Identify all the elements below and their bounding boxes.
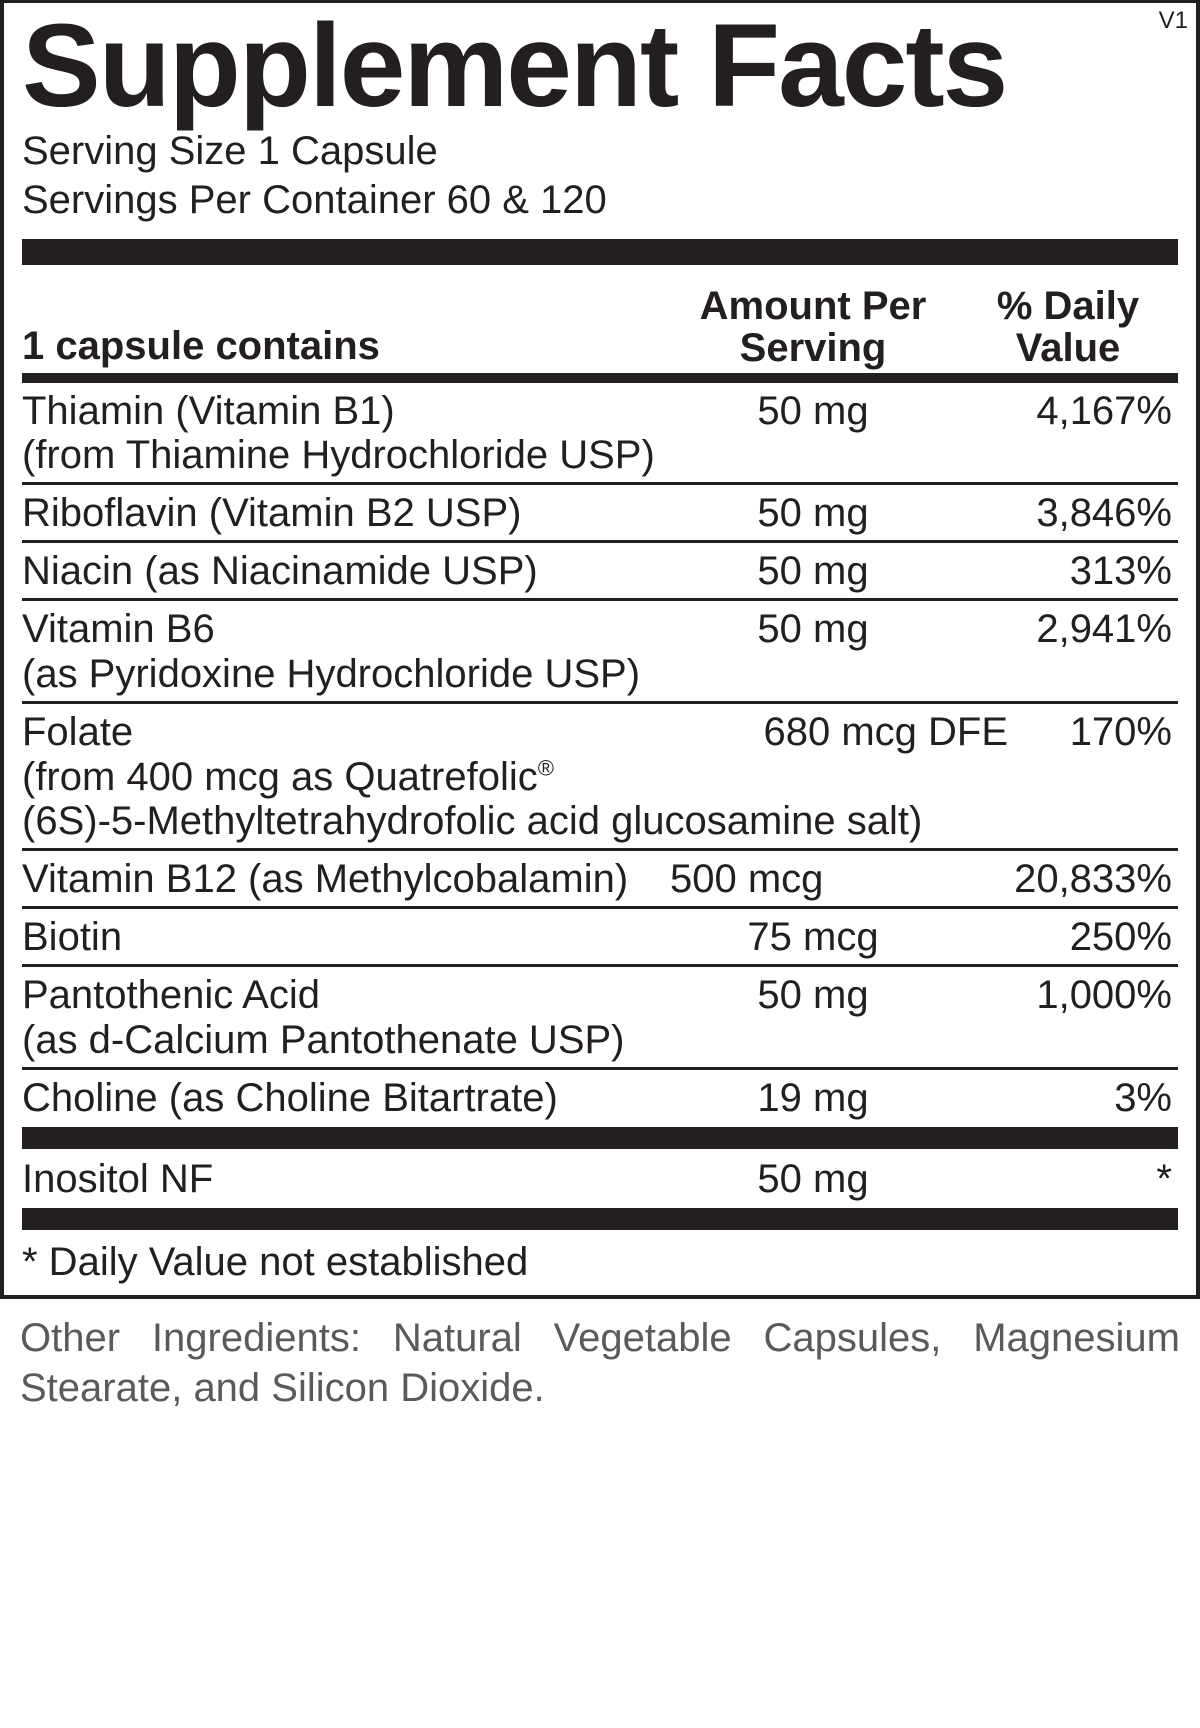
nutrient-dv: 2,941%: [958, 607, 1178, 652]
other-ingredients: Other Ingredients: Natural Vegetable Cap…: [0, 1299, 1200, 1473]
nutrient-amount: 50 mg: [668, 607, 958, 652]
serving-size: Serving Size 1 Capsule: [22, 129, 438, 173]
header-daily-value: % Daily Value: [958, 285, 1178, 369]
nutrient-amount: 680 mcg DFE: [668, 710, 1018, 755]
header-left: 1 capsule contains: [22, 324, 668, 369]
nutrient-rows: Inositol NF50 mg*: [22, 1151, 1178, 1206]
nutrient-dv: 1,000%: [958, 973, 1178, 1018]
column-headers: 1 capsule contains Amount Per Serving % …: [22, 267, 1178, 383]
divider-bar: [22, 239, 1178, 265]
nutrient-amount: 50 mg: [668, 1157, 958, 1202]
table-row: Choline (as Choline Bitartrate)19 mg3%: [22, 1070, 1178, 1125]
divider-bar: [22, 1208, 1178, 1230]
serving-info: Serving Size 1 Capsule Servings Per Cont…: [22, 127, 1178, 235]
nutrient-dv: 4,167%: [958, 389, 1178, 434]
nutrient-name: Inositol NF: [22, 1157, 668, 1202]
supplement-facts-panel: V1 Supplement Facts Serving Size 1 Capsu…: [0, 0, 1200, 1299]
nutrient-name: Folate 680 mcg DFE 170% (from 400 mcg as…: [22, 710, 1178, 844]
divider-bar: [22, 1127, 1178, 1149]
table-row: Niacin (as Niacinamide USP)50 mg313%: [22, 543, 1178, 601]
table-row: Thiamin (Vitamin B1)(from Thiamine Hydro…: [22, 383, 1178, 486]
nutrient-rows: Vitamin B12 (as Methylcobalamin)500 mcg2…: [22, 851, 1178, 1125]
nutrient-rows: Thiamin (Vitamin B1)(from Thiamine Hydro…: [22, 383, 1178, 704]
nutrient-name: Thiamin (Vitamin B1)(from Thiamine Hydro…: [22, 389, 668, 479]
registered-icon: ®: [538, 755, 554, 780]
header-amount: Amount Per Serving: [668, 285, 958, 369]
nutrient-amount: 50 mg: [668, 389, 958, 434]
nutrient-dv: 250%: [958, 915, 1178, 960]
nutrient-name: Pantothenic Acid(as d-Calcium Pantothena…: [22, 973, 668, 1063]
nutrient-name: Vitamin B6(as Pyridoxine Hydrochloride U…: [22, 607, 668, 697]
nutrient-dv: 313%: [958, 549, 1178, 594]
nutrient-dv: 170%: [1018, 710, 1178, 755]
table-row: Folate 680 mcg DFE 170% (from 400 mcg as…: [22, 704, 1178, 851]
table-row: Inositol NF50 mg*: [22, 1151, 1178, 1206]
table-row: Pantothenic Acid(as d-Calcium Pantothena…: [22, 967, 1178, 1070]
nutrient-amount: 75 mcg: [668, 915, 958, 960]
nutrient-dv: 3%: [958, 1076, 1178, 1121]
footnote: * Daily Value not established: [22, 1232, 1178, 1295]
nutrient-name: Niacin (as Niacinamide USP): [22, 549, 668, 594]
table-row: Riboflavin (Vitamin B2 USP)50 mg3,846%: [22, 485, 1178, 543]
nutrient-dv: 20,833%: [958, 857, 1178, 902]
nutrient-amount: 500 mcg: [668, 857, 958, 902]
table-row: Biotin75 mcg250%: [22, 909, 1178, 967]
table-row: Vitamin B12 (as Methylcobalamin)500 mcg2…: [22, 851, 1178, 909]
servings-per-container: Servings Per Container 60 & 120: [22, 178, 607, 222]
nutrient-amount: 50 mg: [668, 549, 958, 594]
nutrient-dv: *: [958, 1157, 1178, 1202]
nutrient-dv: 3,846%: [958, 491, 1178, 536]
nutrient-name: Biotin: [22, 915, 668, 960]
nutrient-name: Vitamin B12 (as Methylcobalamin): [22, 857, 668, 902]
nutrient-amount: 50 mg: [668, 491, 958, 536]
nutrient-amount: 50 mg: [668, 973, 958, 1018]
nutrient-amount: 19 mg: [668, 1076, 958, 1121]
table-row: Vitamin B6(as Pyridoxine Hydrochloride U…: [22, 601, 1178, 704]
version-tag: V1: [1159, 7, 1188, 35]
nutrient-name: Choline (as Choline Bitartrate): [22, 1076, 668, 1121]
nutrient-name: Riboflavin (Vitamin B2 USP): [22, 491, 668, 536]
panel-title: Supplement Facts: [22, 3, 1178, 127]
